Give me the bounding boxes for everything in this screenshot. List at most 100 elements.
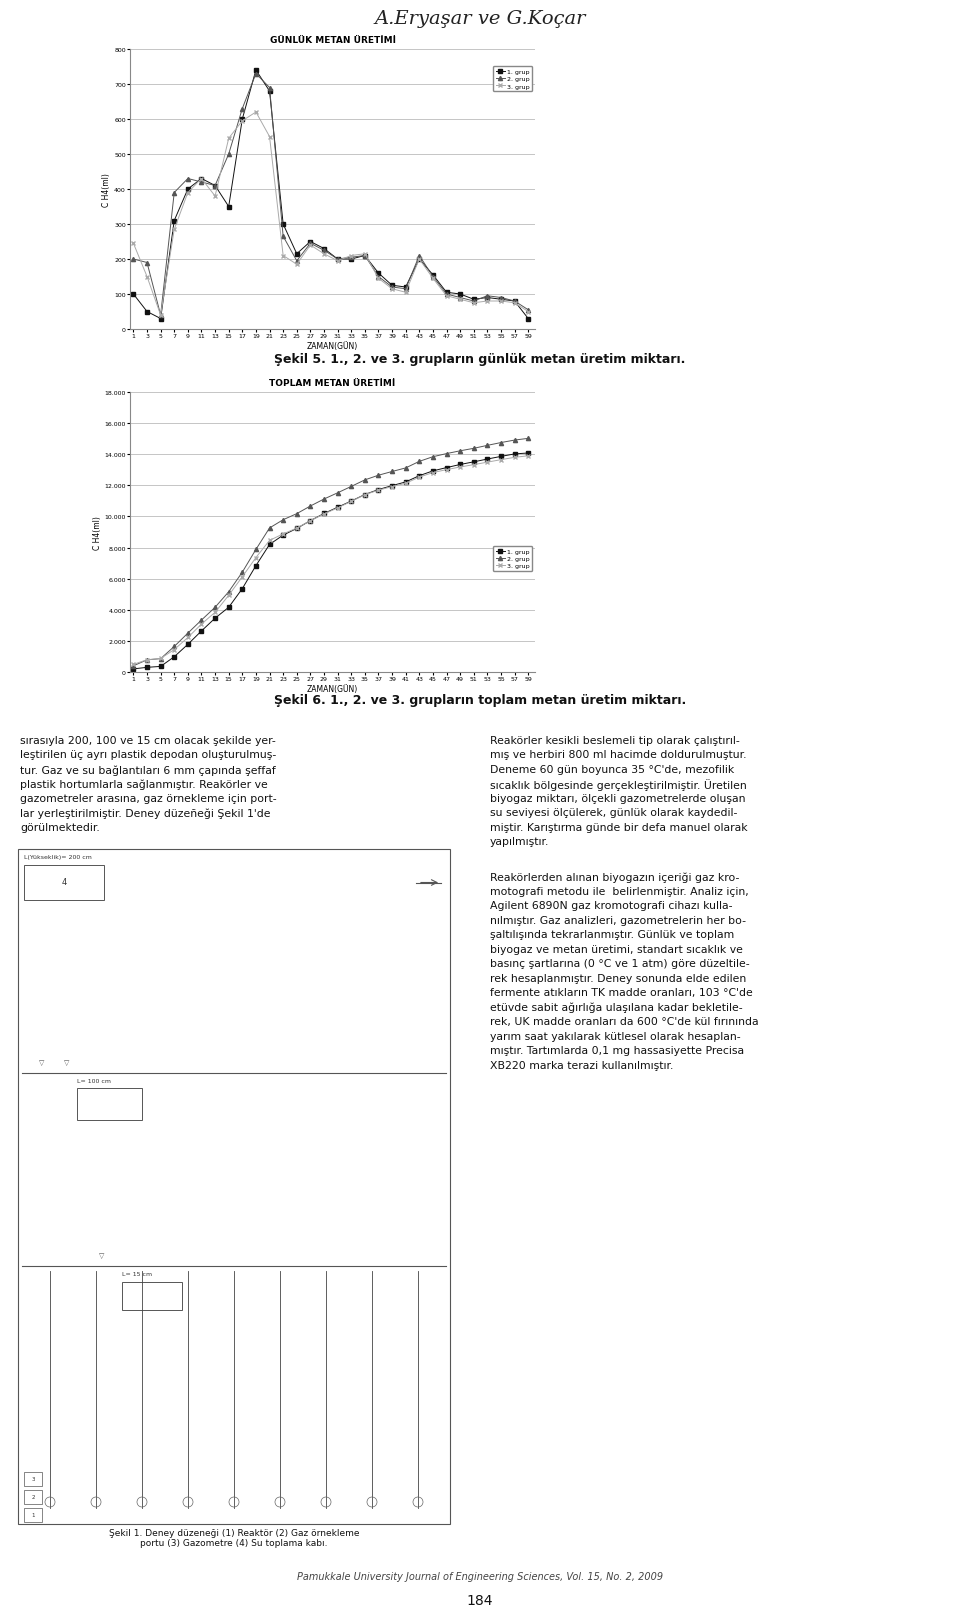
2. grup (359, 471, 371, 490)
2. grup (441, 284, 452, 304)
1. grup (427, 461, 439, 480)
X-axis label: ZAMAN(GÜN): ZAMAN(GÜN) (307, 342, 358, 350)
2. grup (509, 431, 520, 450)
Text: basınç şartlarına (0 °C ve 1 atm) göre düzeltile-: basınç şartlarına (0 °C ve 1 atm) göre d… (490, 959, 750, 969)
3. grup (482, 453, 493, 472)
1. grup (468, 291, 479, 310)
3. grup (236, 567, 248, 587)
2. grup (400, 460, 412, 479)
Text: nılmıştır. Gaz analizleri, gazometrelerin her bo-: nılmıştır. Gaz analizleri, gazometreleri… (490, 916, 746, 926)
3. grup (196, 615, 207, 635)
3. grup (128, 235, 139, 254)
2. grup (495, 289, 507, 309)
2. grup (427, 448, 439, 468)
2. grup (155, 307, 166, 326)
2. grup (128, 251, 139, 270)
1. grup (495, 291, 507, 310)
3. grup (209, 603, 221, 622)
2. grup (169, 638, 180, 657)
Bar (77, 1088, 142, 1120)
1. grup (209, 609, 221, 628)
2. grup (359, 247, 371, 267)
3. grup (304, 236, 316, 256)
1. grup (155, 657, 166, 677)
Bar (24, 1472, 42, 1486)
3. grup (128, 656, 139, 675)
3. grup (441, 288, 452, 307)
1. grup (346, 492, 357, 511)
1. grup (277, 215, 289, 235)
2. grup (264, 519, 276, 538)
Text: görülmektedir.: görülmektedir. (20, 823, 100, 832)
Text: 4: 4 (61, 877, 66, 887)
2. grup (346, 477, 357, 497)
3. grup (468, 294, 479, 313)
3. grup (318, 244, 329, 264)
Text: gazometreler arasına, gaz örnekleme için port-: gazometreler arasına, gaz örnekleme için… (20, 794, 276, 804)
3. grup (209, 188, 221, 207)
3. grup (251, 103, 262, 122)
Text: L= 100 cm: L= 100 cm (77, 1078, 111, 1083)
Text: yarım saat yakılarak kütlesel olarak hesaplan-: yarım saat yakılarak kütlesel olarak hes… (490, 1032, 740, 1041)
Title: GÜNLÜK METAN ÜRETİMİ: GÜNLÜK METAN ÜRETİMİ (270, 35, 396, 45)
Text: miştir. Karıştırma günde bir defa manuel olarak: miştir. Karıştırma günde bir defa manuel… (490, 823, 748, 832)
1. grup (277, 525, 289, 545)
Line: 1. grup: 1. grup (132, 69, 530, 321)
2. grup (372, 268, 384, 288)
3. grup (141, 651, 153, 670)
2. grup (414, 453, 425, 472)
3. grup (155, 649, 166, 669)
2. grup (141, 254, 153, 273)
Text: ▽: ▽ (64, 1059, 70, 1065)
3. grup (182, 628, 194, 648)
1. grup (441, 458, 452, 477)
3. grup (509, 294, 520, 313)
Text: tur. Gaz ve su bağlantıları 6 mm çapında şeffaf: tur. Gaz ve su bağlantıları 6 mm çapında… (20, 765, 276, 775)
1. grup (482, 450, 493, 469)
3. grup (236, 112, 248, 132)
3. grup (291, 519, 302, 538)
2. grup (251, 540, 262, 559)
2. grup (509, 292, 520, 312)
2. grup (141, 651, 153, 670)
2. grup (196, 174, 207, 193)
Line: 2. grup: 2. grup (132, 72, 530, 318)
3. grup (522, 447, 534, 466)
Text: mış ve herbiri 800 ml hacimde doldurulmuştur.: mış ve herbiri 800 ml hacimde doldurulmu… (490, 750, 747, 760)
2. grup (482, 288, 493, 307)
Text: Agilent 6890N gaz kromotografi cihazı kulla-: Agilent 6890N gaz kromotografi cihazı ku… (490, 902, 732, 911)
Text: XB220 marka terazi kullanılmıştır.: XB220 marka terazi kullanılmıştır. (490, 1061, 673, 1070)
2. grup (182, 624, 194, 643)
1. grup (359, 247, 371, 267)
1. grup (372, 264, 384, 283)
2. grup (128, 657, 139, 677)
1. grup (372, 480, 384, 500)
1. grup (495, 447, 507, 466)
1. grup (414, 466, 425, 485)
Text: su seviyesi ölçülerek, günlük olarak kaydedil-: su seviyesi ölçülerek, günlük olarak kay… (490, 808, 737, 818)
2. grup (277, 511, 289, 530)
3. grup (427, 464, 439, 484)
2. grup (251, 64, 262, 84)
Bar (24, 865, 104, 900)
Text: lar yerleştirilmiştir. Deney düzeñeği Şekil 1'de: lar yerleştirilmiştir. Deney düzeñeği Şe… (20, 808, 271, 818)
3. grup (277, 247, 289, 267)
2. grup (441, 445, 452, 464)
Text: Deneme 60 gün boyunca 35 °C'de, mezofilik: Deneme 60 gün boyunca 35 °C'de, mezofili… (490, 765, 734, 775)
Line: 2. grup: 2. grup (132, 437, 530, 669)
1. grup (182, 180, 194, 199)
1. grup (318, 239, 329, 259)
1. grup (522, 310, 534, 329)
Text: 2: 2 (32, 1495, 35, 1499)
3. grup (495, 292, 507, 312)
3. grup (400, 283, 412, 302)
3. grup (291, 256, 302, 275)
3. grup (386, 477, 397, 497)
1. grup (264, 535, 276, 554)
1. grup (359, 485, 371, 505)
Legend: 1. grup, 2. grup, 3. grup: 1. grup, 2. grup, 3. grup (493, 546, 532, 572)
3. grup (522, 302, 534, 321)
3. grup (182, 183, 194, 202)
1. grup (264, 82, 276, 101)
3. grup (346, 492, 357, 511)
